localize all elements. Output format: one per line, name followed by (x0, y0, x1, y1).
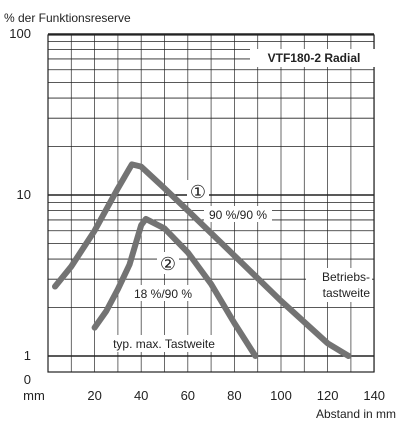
tick-labels: 20 40 60 80 100 120 140 1 10 100 (9, 26, 385, 403)
x-tick-80: 80 (227, 388, 241, 403)
x-tick-40: 40 (134, 388, 148, 403)
y-zero-label: 0 (24, 372, 31, 387)
chart-title: VTF180-2 Radial (268, 51, 361, 65)
plot-border (47, 34, 375, 373)
series-2-marker-bg (157, 252, 179, 274)
series-2-label-bg (124, 285, 202, 301)
x-tick-60: 60 (181, 388, 195, 403)
x-axis-label: Abstand in mm (316, 407, 396, 421)
x-tick-20: 20 (87, 388, 101, 403)
y-tick-1: 1 (24, 348, 31, 363)
series-1-label-bg (204, 206, 272, 222)
x-tick-140: 140 (363, 388, 385, 403)
series-2-marker: ② (160, 254, 176, 274)
title-box (250, 49, 378, 67)
series-1-marker: ① (190, 182, 206, 202)
series-1-label: 90 %/90 % (209, 208, 267, 222)
typ-max-label-bg (100, 335, 228, 352)
y-tick-10: 10 (17, 187, 31, 202)
series-2-label: 18 %/90 % (134, 287, 192, 301)
betriebs-label-bg (306, 268, 372, 302)
x-tick-100: 100 (270, 388, 292, 403)
curves (51, 161, 352, 359)
betriebs-label-line2: tastweite (323, 286, 371, 300)
y-axis-label: % der Funktionsreserve (4, 11, 131, 25)
series-2-line (91, 215, 259, 359)
x-tick-120: 120 (317, 388, 339, 403)
series-1-marker-bg (187, 180, 209, 202)
betriebs-label-line1: Betriebs- (322, 270, 370, 284)
typ-max-label: typ. max. Tastweite (113, 337, 215, 351)
x-unit-label: mm (23, 388, 45, 403)
y-tick-100: 100 (9, 26, 31, 41)
series-1-line (51, 161, 352, 359)
